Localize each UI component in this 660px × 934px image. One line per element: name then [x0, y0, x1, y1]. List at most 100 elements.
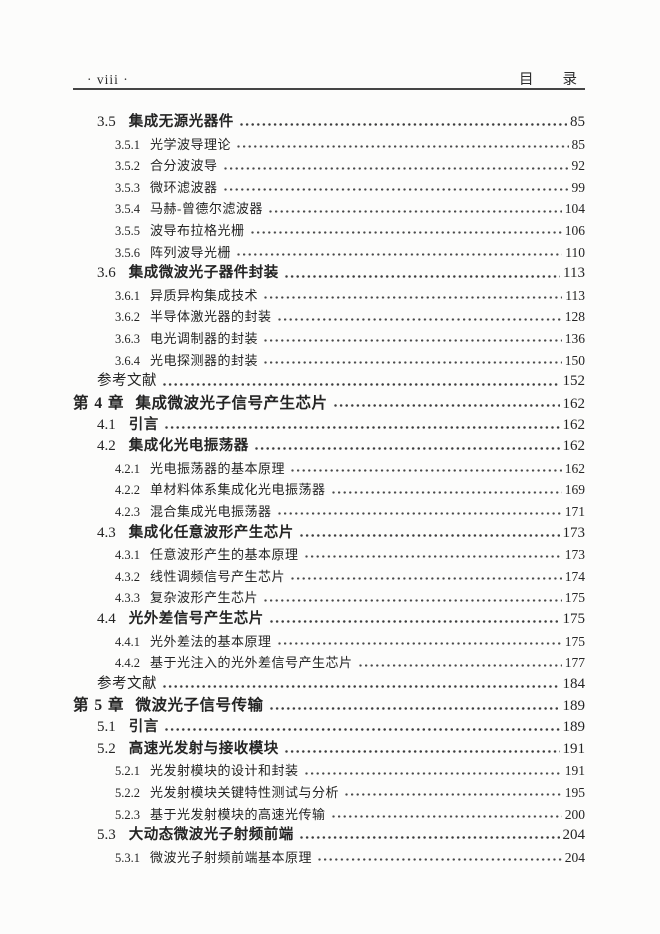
toc-entry-page: 175: [562, 611, 586, 628]
toc-entry-number: 4.4.1: [115, 634, 140, 649]
toc-entry-page: 189: [562, 719, 586, 736]
toc-entry-number: 5.2: [97, 740, 116, 757]
toc-entry-page: 128: [564, 309, 585, 325]
toc-entry-title: 任意波形产生的基本原理: [150, 547, 299, 563]
toc-entry-number: 3.5.3: [115, 180, 140, 195]
toc-entry-page: 173: [562, 524, 586, 541]
toc-entry-title: 半导体激光器的封装: [150, 309, 272, 325]
toc-entry-page: 85: [570, 114, 585, 130]
dot-leader: [162, 683, 560, 691]
dot-leader: [303, 553, 562, 561]
toc-entry-title: 大动态微波光子射频前端: [128, 827, 294, 844]
toc-entry: 5.2.3 基于光发射模块的高速光传输 200: [73, 804, 585, 826]
toc-entry-number: 4.4: [97, 611, 116, 628]
toc-entry: 5.3 大动态微波光子射频前端 204: [73, 825, 585, 847]
toc-entry: 4.4 光外差信号产生芯片 175: [73, 609, 585, 631]
dot-leader: [276, 510, 562, 518]
toc-entry-number: 5.2.2: [115, 785, 140, 800]
toc-entry-page: 162: [564, 460, 585, 476]
toc-entry: 3.6.2 半导体激光器的封装 128: [73, 306, 585, 328]
toc-entry-number: 5.2.3: [115, 807, 140, 822]
toc-entry-page: 175: [564, 633, 585, 649]
toc-entry: 3.5.2 合分波波导 92: [73, 155, 585, 177]
toc-entry-title: 引言: [128, 416, 159, 433]
toc-entry: 4.2.1 光电振荡器的基本原理 162: [73, 458, 585, 480]
toc-entry-page: 184: [562, 675, 586, 692]
toc-entry-page: 110: [565, 244, 585, 260]
toc-entry-title: 合分波波导: [150, 158, 218, 174]
toc-entry-number: 5.3: [97, 827, 116, 844]
toc-entry-title: 集成微波光子器件封装: [128, 265, 279, 282]
dot-leader: [298, 834, 560, 842]
toc-entry-page: 191: [564, 763, 585, 779]
toc-entry-number: 3.5.1: [115, 137, 140, 152]
dot-leader: [222, 164, 569, 172]
toc-entry-title: 光电探测器的封装: [150, 352, 259, 368]
toc-entry-title: 光发射模块关键特性测试与分析: [150, 784, 340, 800]
toc-entry-title: 异质异构集成技术: [150, 287, 259, 303]
dot-leader: [162, 380, 560, 388]
toc-entry-title: 马赫-曾德尔滤波器: [150, 201, 263, 217]
toc-entry-title: 引言: [128, 719, 159, 736]
dot-leader: [330, 812, 562, 820]
toc-entry-title: 参考文献: [97, 675, 157, 692]
toc-entry: 第 4 章 集成微波光子信号产生芯片 162: [73, 393, 585, 415]
toc-entry-title: 集成无源光器件: [128, 114, 234, 130]
dot-leader: [236, 142, 569, 150]
toc-entry-number: 3.5: [97, 114, 116, 130]
toc-entry-page: 169: [564, 482, 585, 498]
dot-leader: [238, 121, 567, 129]
toc-entry: 3.5.1 光学波导理论 85: [73, 134, 585, 156]
toc-entry-title: 电光调制器的封装: [150, 331, 259, 347]
toc-entry: 3.5.5 波导布拉格光栅 106: [73, 220, 585, 242]
toc-entry-page: 173: [564, 547, 585, 563]
toc-entry-title: 集成微波光子信号产生芯片: [135, 394, 328, 412]
toc-entry: 4.2.3 混合集成光电振荡器 171: [73, 501, 585, 523]
dot-leader: [268, 618, 560, 626]
toc-entry-number: 3.5.4: [115, 202, 140, 217]
toc-entry-number: 4.2.1: [115, 461, 140, 476]
toc-entry: 第 5 章 微波光子信号传输 189: [73, 695, 585, 717]
toc-entry: 4.2.2 单材料体系集成化光电振荡器 169: [73, 479, 585, 501]
toc-entry-page: 195: [564, 784, 585, 800]
toc-entry-number: 第 5 章: [73, 697, 125, 715]
toc-entry-title: 基于光发射模块的高速光传输: [150, 806, 326, 822]
toc-entry-number: 3.6.3: [115, 332, 140, 347]
toc-entry: 4.3 集成化任意波形产生芯片 173: [73, 523, 585, 545]
toc-entry: 3.5.4 马赫-曾德尔滤波器 104: [73, 198, 585, 220]
toc-entry-title: 基于光注入的光外差信号产生芯片: [150, 655, 353, 671]
dot-leader: [276, 315, 562, 323]
toc-entry-title: 微波光子信号传输: [135, 697, 264, 715]
toc-entry-title: 光发射模块的设计和封装: [150, 763, 299, 779]
dot-leader: [267, 207, 562, 215]
toc-entry-number: 4.3.2: [115, 569, 140, 584]
dot-leader: [317, 856, 562, 864]
dot-leader: [268, 704, 560, 712]
toc-entry-page: 204: [562, 827, 586, 844]
toc-entry-number: 3.6: [97, 265, 116, 282]
toc-entry-number: 4.4.2: [115, 656, 140, 671]
toc-entry-number: 4.2: [97, 438, 116, 455]
toc-entry-page: 104: [564, 201, 585, 217]
dot-leader: [344, 791, 562, 799]
toc-entry-page: 171: [564, 503, 585, 519]
toc-entry: 3.6.1 异质异构集成技术 113: [73, 285, 585, 307]
toc-list: 3.5 集成无源光器件 85 3.5.1 光学波导理论 85 3.5.2 合分波…: [73, 112, 585, 868]
page-header: · viii · 目 录: [73, 68, 585, 89]
toc-entry-title: 单材料体系集成化光电振荡器: [150, 482, 326, 498]
toc-entry-page: 204: [564, 849, 585, 865]
toc-entry-number: 5.3.1: [115, 850, 140, 865]
dot-leader: [236, 250, 563, 258]
toc-entry-number: 4.2.3: [115, 504, 140, 519]
toc-entry-number: 3.6.4: [115, 353, 140, 368]
toc-entry-page: 152: [562, 373, 586, 390]
header-title: 目 录: [519, 72, 577, 88]
toc-entry-page: 106: [564, 223, 585, 239]
toc-entry: 5.2 高速光发射与接收模块 191: [73, 739, 585, 761]
dot-leader: [263, 359, 562, 366]
dot-leader: [283, 747, 560, 755]
toc-entry-title: 参考文献: [97, 373, 157, 390]
dot-leader: [163, 726, 560, 734]
dot-leader: [303, 769, 562, 777]
toc-entry-number: 4.3: [97, 524, 116, 541]
